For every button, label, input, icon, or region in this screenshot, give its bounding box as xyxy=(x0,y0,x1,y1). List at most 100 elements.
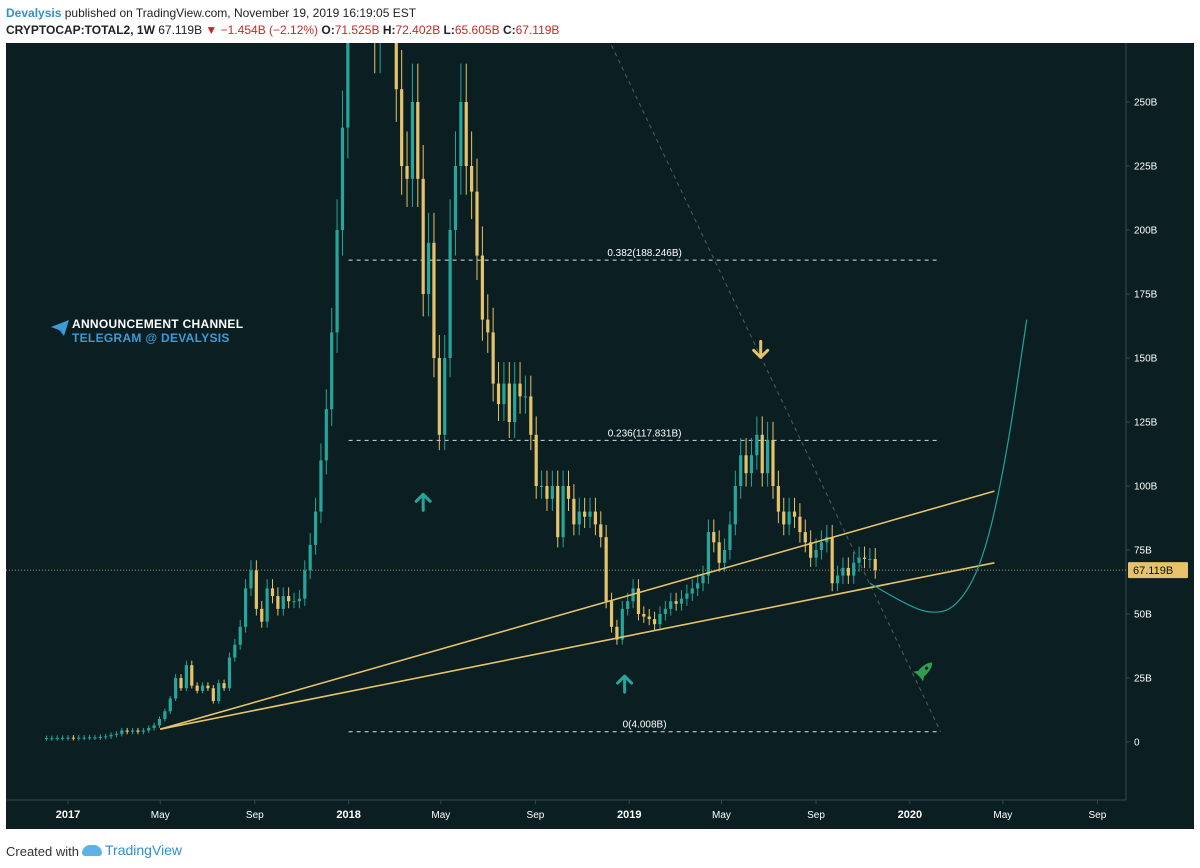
candle-body xyxy=(566,486,571,499)
candle-body xyxy=(604,537,608,602)
candle-body xyxy=(835,575,840,584)
candle-body xyxy=(513,383,517,422)
candle-body xyxy=(728,524,732,550)
price-chart[interactable]: 250B 225B 200B 175B 150B 125B 100B 75B 50B 25B 0 20… xyxy=(6,43,1194,829)
candle-body xyxy=(470,166,474,192)
candle-body xyxy=(405,166,409,179)
candle-body xyxy=(577,511,581,525)
candle-body xyxy=(690,588,694,594)
candle-body xyxy=(437,358,441,435)
candle-body xyxy=(679,598,684,604)
cloud-icon xyxy=(82,845,102,856)
symbol-line: CRYPTOCAP:TOTAL2, 1W 67.119B ▼ −1.454B (… xyxy=(6,23,559,37)
candle-body xyxy=(394,43,398,90)
telegram-icon xyxy=(51,320,69,336)
candle-body xyxy=(755,434,759,456)
candle-body xyxy=(217,683,221,702)
candle-body xyxy=(491,332,495,384)
candle-body xyxy=(803,532,807,543)
candle-body xyxy=(184,665,188,689)
author-link[interactable]: Devalysis xyxy=(6,6,62,20)
candle-body xyxy=(583,511,587,517)
last-price-tag xyxy=(1128,562,1188,579)
footer: Created with TradingView xyxy=(0,836,1200,868)
projection-curve xyxy=(869,319,1028,613)
candle-body xyxy=(561,486,565,538)
candle-body xyxy=(157,718,162,726)
candle-body xyxy=(147,727,151,731)
candle-body xyxy=(168,698,172,712)
candle-body xyxy=(857,557,861,563)
candle-body xyxy=(104,736,108,738)
candle-body xyxy=(685,593,689,599)
candle-body xyxy=(130,730,135,732)
candle-body xyxy=(340,127,345,230)
x-tick-label: 2019 xyxy=(617,809,641,821)
candle-body xyxy=(862,557,867,559)
candle-body xyxy=(626,601,630,609)
tradingview-logo[interactable]: TradingView xyxy=(82,842,182,858)
candle-body xyxy=(588,511,592,517)
candle-body xyxy=(523,396,528,398)
fib-level-label: 0(4.008B) xyxy=(623,720,667,731)
candle-body xyxy=(636,588,641,614)
candle-body xyxy=(276,596,280,609)
candle-body xyxy=(125,730,129,732)
candle-body xyxy=(141,730,145,732)
y-tick-label: 125B xyxy=(1134,418,1158,429)
candle-body xyxy=(416,102,420,179)
promo-line-1: ANNOUNCEMENT CHANNEL xyxy=(72,317,244,331)
candle-body xyxy=(459,102,463,166)
candle-body xyxy=(308,544,312,571)
fib-diagonal-line xyxy=(609,43,942,732)
candle-body xyxy=(238,626,242,645)
candle-body xyxy=(652,619,657,625)
candle-body xyxy=(766,439,770,474)
x-tick-label: 2020 xyxy=(898,809,922,821)
candle-body xyxy=(82,737,86,739)
candle-body xyxy=(297,598,302,602)
down-triangle-icon: ▼ xyxy=(205,23,218,37)
candle-body xyxy=(200,685,205,691)
candle-body xyxy=(572,498,576,525)
candle-body xyxy=(163,711,167,719)
candle-body xyxy=(502,383,506,405)
close-value: 67.119B xyxy=(515,23,560,37)
x-tick-label: May xyxy=(151,810,170,821)
candle-body xyxy=(733,486,737,525)
x-tick-label: Sep xyxy=(807,810,825,821)
candle-body xyxy=(222,683,226,689)
candle-body xyxy=(717,542,721,563)
candle-body xyxy=(77,737,81,739)
y-tick-label: 25B xyxy=(1134,674,1152,685)
publish-text: published on TradingView.com, November 1… xyxy=(64,6,417,20)
chart-area[interactable]: 250B 225B 200B 175B 150B 125B 100B 75B 50B 25B 0 20… xyxy=(6,43,1194,829)
x-tick-label: May xyxy=(431,810,450,821)
candle-body xyxy=(421,178,425,294)
candle-body xyxy=(66,737,70,739)
x-tick-label: 2017 xyxy=(56,809,80,821)
candle-body xyxy=(674,601,678,604)
candle-body xyxy=(287,596,291,602)
candle-body xyxy=(852,562,856,576)
candle-body xyxy=(281,596,285,609)
candle-body xyxy=(868,558,872,560)
high-value: 72.402B xyxy=(395,23,441,37)
x-tick-label: Sep xyxy=(527,810,545,821)
candle-body xyxy=(44,738,49,740)
candle-body xyxy=(114,733,119,735)
y-tick-label: 250B xyxy=(1134,98,1158,109)
candle-body xyxy=(87,737,92,739)
x-tick-label: Sep xyxy=(1089,810,1107,821)
candle-body xyxy=(620,608,624,640)
candle-body xyxy=(776,486,780,512)
candle-body xyxy=(109,734,113,737)
candle-body xyxy=(346,43,350,128)
candle-body xyxy=(792,511,797,517)
candle-body xyxy=(443,358,447,435)
arrow-up-icon xyxy=(414,492,432,512)
candle-body xyxy=(448,230,452,358)
y-tick-label: 100B xyxy=(1134,482,1158,493)
arrow-up-icon xyxy=(616,674,634,694)
candle-body xyxy=(195,685,199,691)
